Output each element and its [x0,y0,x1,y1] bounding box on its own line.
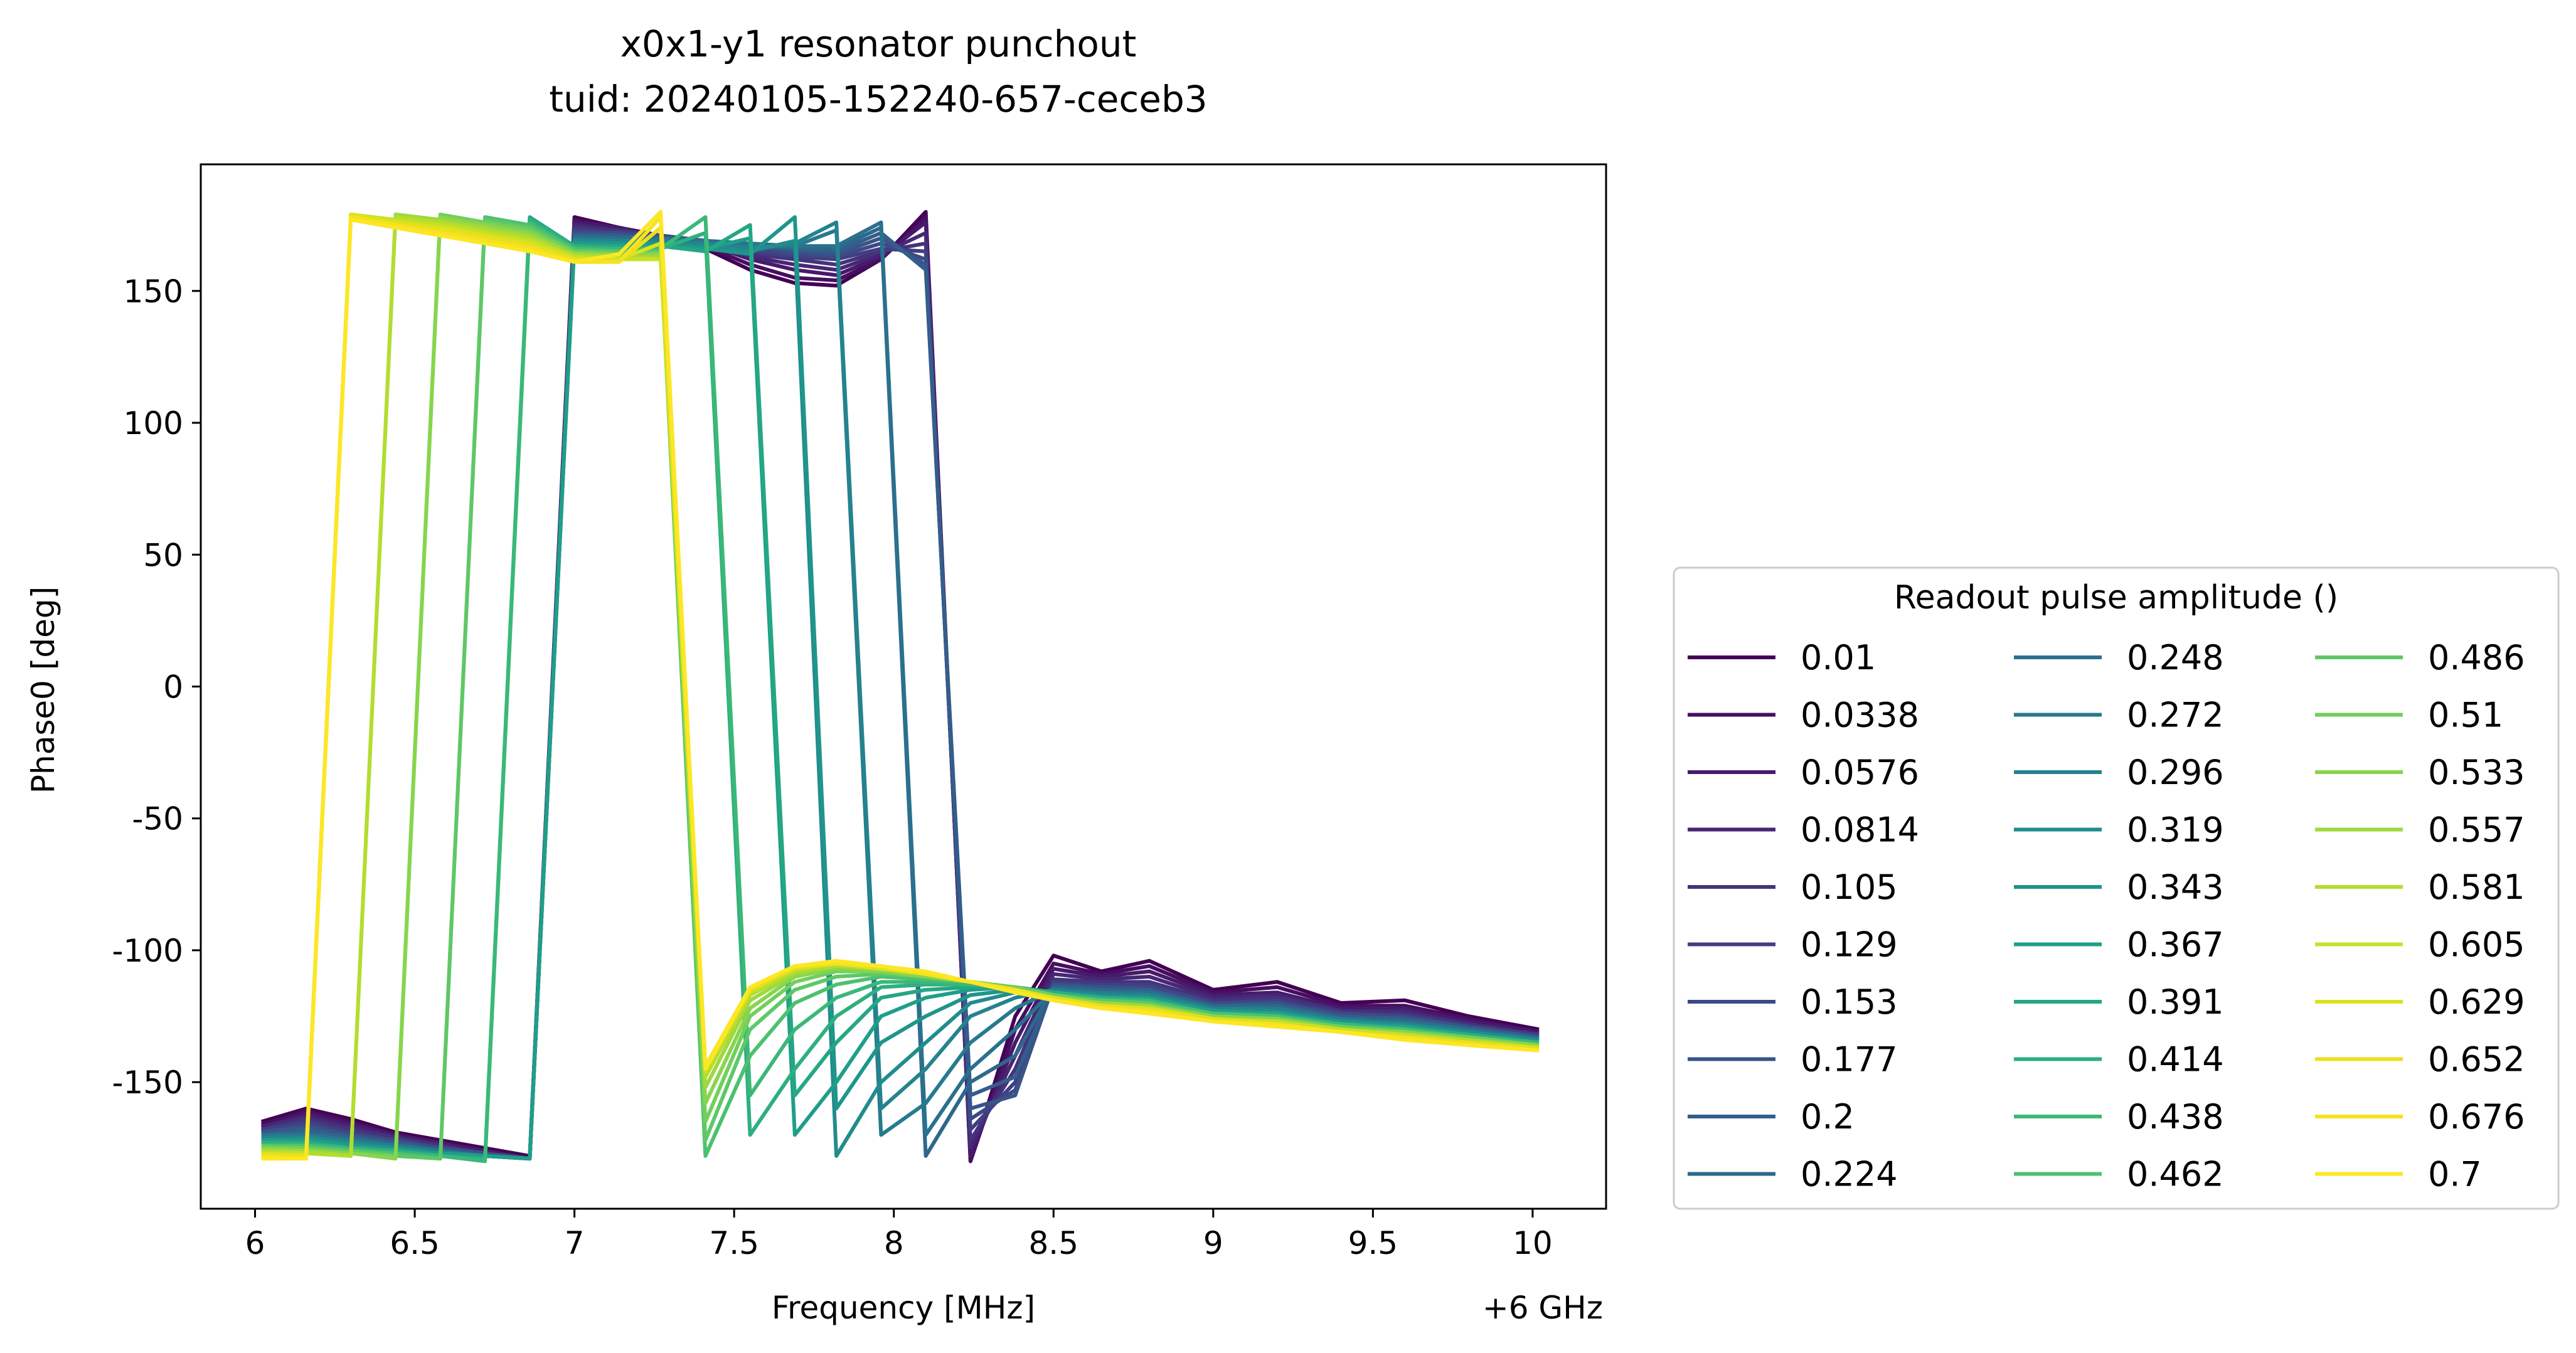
x-axis-ticks: 6 6.5 7 7.5 8 8.5 9 9.5 10 [245,1209,1553,1261]
y-axis-ticks: 150 100 50 0 -50 -100 -150 [112,273,201,1101]
legend-entry-label: 0.0338 [1801,696,1919,735]
y-tick-label: -100 [112,933,183,969]
series-lines [260,210,1540,1164]
legend-entry-label: 0.414 [2127,1040,2224,1080]
series-line-11 [261,228,1540,1161]
legend-entry-label: 0.486 [2428,638,2525,677]
x-tick-label: 6.5 [390,1225,440,1261]
legend-entry-label: 0.105 [1801,868,1898,907]
chart-title: x0x1-y1 resonator punchout [620,23,1137,65]
y-tick-label: 100 [124,405,183,442]
legend-entry-label: 0.652 [2428,1040,2525,1080]
x-tick-label: 7.5 [709,1225,759,1261]
legend-title: Readout pulse amplitude () [1894,579,2338,617]
series-line-2 [260,220,1540,1161]
legend-entry-label: 0.177 [1801,1040,1898,1080]
legend-entry-label: 0.581 [2428,868,2525,907]
y-tick-label: -150 [112,1064,183,1101]
x-tick-label: 6 [245,1225,265,1261]
legend-entry-label: 0.438 [2127,1097,2224,1137]
legend-entry-label: 0.272 [2127,696,2224,735]
x-tick-label: 9 [1203,1225,1223,1261]
legend-entry-label: 0.7 [2428,1155,2482,1194]
legend-entry-label: 0.533 [2428,753,2525,792]
chart-subtitle: tuid: 20240105-152240-657-ceceb3 [549,78,1207,120]
x-tick-label: 8.5 [1029,1225,1079,1261]
legend-box [1673,566,2560,1210]
series-line-29 [261,210,1540,1161]
legend-entry-label: 0.629 [2428,982,2525,1022]
series-line-22 [261,215,1540,1161]
series-line-0 [260,210,1540,1164]
legend-entry-label: 0.2 [1801,1097,1855,1137]
legend-entry-label: 0.248 [2127,638,2224,677]
legend-entry-label: 0.676 [2428,1097,2525,1137]
legend-entry-label: 0.462 [2127,1155,2224,1194]
y-tick-label: 50 [143,537,183,573]
legend-entry-label: 0.153 [1801,982,1898,1022]
legend-entry-label: 0.0814 [1801,810,1919,850]
x-axis-label: Frequency [MHz] [772,1290,1035,1326]
legend-entry-label: 0.51 [2428,696,2503,735]
legend-entry-label: 0.367 [2127,925,2224,965]
y-axis-label: Phase0 [deg] [25,586,61,793]
legend-entry-label: 0.129 [1801,925,1898,965]
y-tick-label: 0 [163,669,183,706]
x-tick-label: 7 [565,1225,585,1261]
legend-entry-label: 0.296 [2127,753,2224,792]
legend-entry-label: 0.605 [2428,925,2525,965]
legend-entry-label: 0.391 [2127,982,2224,1022]
y-tick-label: -50 [132,801,183,837]
legend-items: 0.01 0.0338 0.0576 0.0814 0.105 0.129 0.153 0.1… [1688,638,2525,1194]
legend-entry-label: 0.01 [1801,638,1876,677]
legend-entry-label: 0.319 [2127,810,2224,850]
legend-entry-label: 0.224 [1801,1155,1898,1194]
legend: Readout pulse amplitude () 0.010.03380.0… [1673,566,2560,1210]
x-axis-offset: +6 GHz [1482,1290,1603,1326]
legend-entry-label: 0.557 [2428,810,2525,850]
legend-entry-label: 0.343 [2127,868,2224,907]
x-tick-label: 8 [884,1225,904,1261]
x-tick-label: 10 [1513,1225,1553,1261]
legend-entry-label: 0.0576 [1801,753,1919,792]
x-tick-label: 9.5 [1348,1225,1398,1261]
y-tick-label: 150 [124,273,183,310]
